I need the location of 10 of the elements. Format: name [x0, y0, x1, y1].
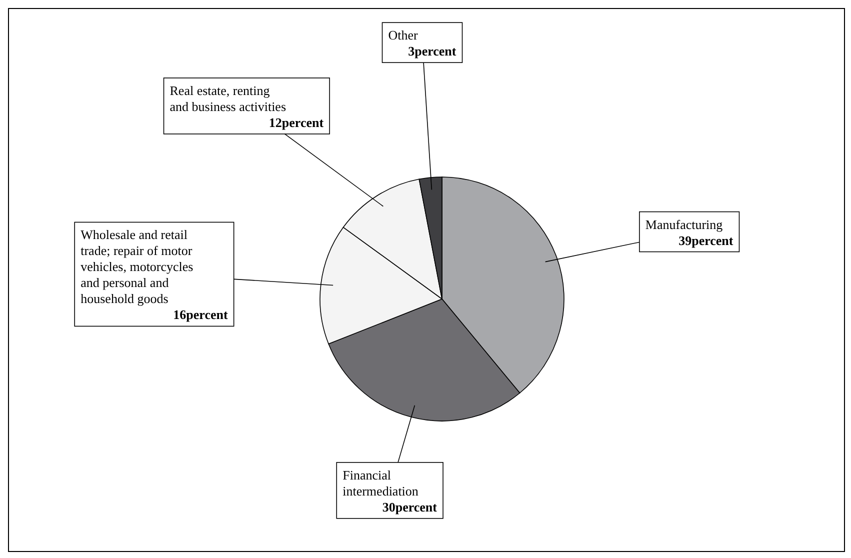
data-label: 16percent [173, 307, 228, 322]
data-label: 30percent [382, 499, 438, 514]
slice-label: Real estate, renting and business activities [170, 82, 286, 114]
slice-label: Manufacturing [645, 216, 724, 232]
slice-label: Other [388, 28, 419, 43]
data-label: 3percent [408, 44, 457, 59]
data-label: 12percent [268, 114, 324, 130]
slice-label: Financial intermediation [342, 467, 419, 498]
slice-label: Wholesale and retail trade; repair of motor vehicles, motorcycles and personal and household goods [80, 227, 194, 306]
data-label: 39percent [678, 232, 734, 248]
